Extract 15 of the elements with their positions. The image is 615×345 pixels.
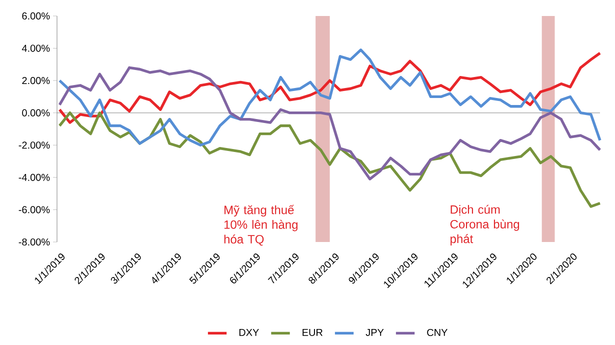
line-series bbox=[58, 52, 602, 124]
y-tick-label: -8.00% bbox=[18, 238, 50, 246]
y-tick-label: 0.00% bbox=[22, 109, 50, 116]
band-label: Mỹ tăng thuế 10% lên hàng hóa TQ bbox=[224, 204, 298, 246]
y-tick-label: 6.00% bbox=[22, 12, 50, 20]
y-tick-label: -4.00% bbox=[18, 174, 50, 181]
y-tick-label: 4.00% bbox=[22, 44, 50, 52]
legend-label: EUR bbox=[302, 329, 322, 336]
legend-label: DXY bbox=[239, 329, 259, 336]
y-tick-label: 2.00% bbox=[22, 77, 50, 84]
legend-label: JPY bbox=[366, 329, 384, 336]
y-tick-label: -6.00% bbox=[18, 206, 50, 214]
y-tick-label: -2.00% bbox=[18, 142, 50, 149]
band-label: Dịch cúm Corona bùng phát bbox=[450, 204, 520, 246]
legend-label: CNY bbox=[427, 328, 448, 336]
